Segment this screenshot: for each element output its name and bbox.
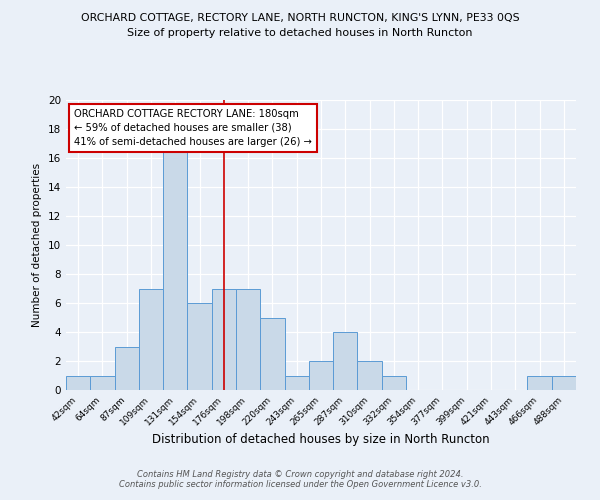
Y-axis label: Number of detached properties: Number of detached properties (32, 163, 43, 327)
Bar (333, 332, 358, 390)
Bar (284, 376, 309, 390)
Text: Size of property relative to detached houses in North Runcton: Size of property relative to detached ho… (127, 28, 473, 38)
Text: Contains HM Land Registry data © Crown copyright and database right 2024.: Contains HM Land Registry data © Crown c… (137, 470, 463, 479)
Bar (260, 318, 284, 390)
Text: ORCHARD COTTAGE, RECTORY LANE, NORTH RUNCTON, KING'S LYNN, PE33 0QS: ORCHARD COTTAGE, RECTORY LANE, NORTH RUN… (80, 12, 520, 22)
Text: Contains public sector information licensed under the Open Government Licence v3: Contains public sector information licen… (119, 480, 481, 489)
Bar (66, 376, 90, 390)
Bar (382, 376, 406, 390)
Bar (236, 288, 260, 390)
Bar (552, 376, 576, 390)
Bar (187, 303, 212, 390)
Bar (163, 144, 187, 390)
Bar (115, 346, 139, 390)
Bar (90, 376, 115, 390)
Text: ORCHARD COTTAGE RECTORY LANE: 180sqm
← 59% of detached houses are smaller (38)
4: ORCHARD COTTAGE RECTORY LANE: 180sqm ← 5… (74, 108, 311, 146)
Bar (527, 376, 552, 390)
Bar (358, 361, 382, 390)
Bar (139, 288, 163, 390)
Text: Distribution of detached houses by size in North Runcton: Distribution of detached houses by size … (152, 432, 490, 446)
Bar (212, 288, 236, 390)
Bar (309, 361, 333, 390)
